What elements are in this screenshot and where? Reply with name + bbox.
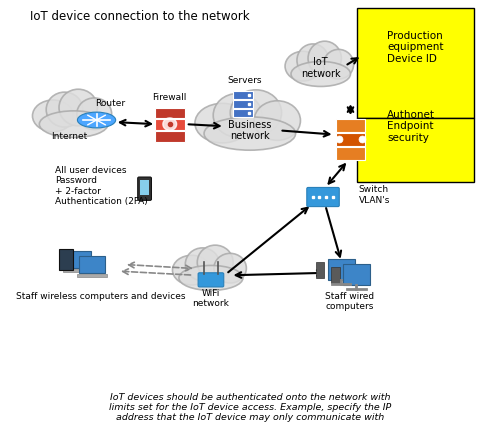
FancyBboxPatch shape: [357, 118, 474, 182]
Text: Servers: Servers: [227, 76, 262, 85]
Ellipse shape: [179, 266, 243, 290]
Ellipse shape: [204, 117, 296, 150]
Text: Switch
VLAN's: Switch VLAN's: [359, 185, 390, 205]
Text: Router: Router: [95, 99, 125, 108]
Text: All user devices
Password
+ 2-factor
Authentication (2FA): All user devices Password + 2-factor Aut…: [55, 166, 148, 206]
Text: IoT devices should be authenticated onto the network with
limits set for the IoT: IoT devices should be authenticated onto…: [108, 393, 391, 423]
Text: Business
network: Business network: [228, 120, 272, 141]
FancyBboxPatch shape: [233, 100, 253, 108]
Ellipse shape: [254, 101, 300, 140]
Ellipse shape: [230, 90, 282, 136]
FancyBboxPatch shape: [331, 266, 339, 283]
FancyBboxPatch shape: [233, 91, 253, 99]
Ellipse shape: [59, 89, 97, 126]
FancyBboxPatch shape: [336, 119, 365, 132]
FancyBboxPatch shape: [357, 8, 474, 118]
Text: Production
equipment
Device ID: Production equipment Device ID: [387, 30, 444, 64]
Ellipse shape: [185, 248, 219, 281]
FancyBboxPatch shape: [66, 251, 91, 268]
FancyBboxPatch shape: [138, 177, 152, 200]
Ellipse shape: [39, 111, 108, 138]
Ellipse shape: [214, 254, 246, 283]
FancyBboxPatch shape: [155, 108, 185, 118]
Text: Staff wireless computers and devices: Staff wireless computers and devices: [16, 292, 186, 301]
Text: Firewall: Firewall: [153, 93, 187, 102]
FancyBboxPatch shape: [233, 109, 253, 117]
FancyBboxPatch shape: [59, 249, 73, 270]
FancyBboxPatch shape: [155, 119, 185, 130]
FancyBboxPatch shape: [155, 131, 185, 142]
Polygon shape: [163, 118, 177, 130]
FancyBboxPatch shape: [77, 274, 107, 277]
FancyBboxPatch shape: [328, 260, 355, 280]
Ellipse shape: [33, 100, 73, 132]
Ellipse shape: [308, 41, 341, 76]
FancyBboxPatch shape: [343, 264, 370, 285]
Ellipse shape: [77, 98, 112, 130]
Text: Staff wired
computers: Staff wired computers: [325, 292, 374, 311]
Ellipse shape: [77, 112, 116, 128]
FancyBboxPatch shape: [63, 269, 93, 272]
Ellipse shape: [213, 94, 262, 137]
FancyBboxPatch shape: [336, 147, 365, 160]
Ellipse shape: [197, 245, 233, 279]
FancyBboxPatch shape: [141, 180, 149, 195]
FancyBboxPatch shape: [307, 187, 339, 207]
FancyBboxPatch shape: [316, 262, 324, 278]
Text: Authonet
Endpoint
security: Authonet Endpoint security: [387, 110, 435, 143]
FancyBboxPatch shape: [79, 256, 105, 273]
Text: IoT
network: IoT network: [301, 57, 341, 79]
Ellipse shape: [297, 44, 329, 77]
Ellipse shape: [291, 61, 350, 87]
Ellipse shape: [195, 103, 250, 143]
Ellipse shape: [46, 92, 83, 127]
Ellipse shape: [324, 49, 354, 79]
Text: IoT device connection to the network: IoT device connection to the network: [30, 10, 250, 23]
FancyBboxPatch shape: [336, 133, 365, 146]
Text: WiFi
network: WiFi network: [192, 289, 229, 308]
FancyBboxPatch shape: [198, 273, 224, 287]
Ellipse shape: [285, 51, 321, 81]
Text: Internet: Internet: [51, 132, 87, 141]
Ellipse shape: [172, 255, 211, 285]
